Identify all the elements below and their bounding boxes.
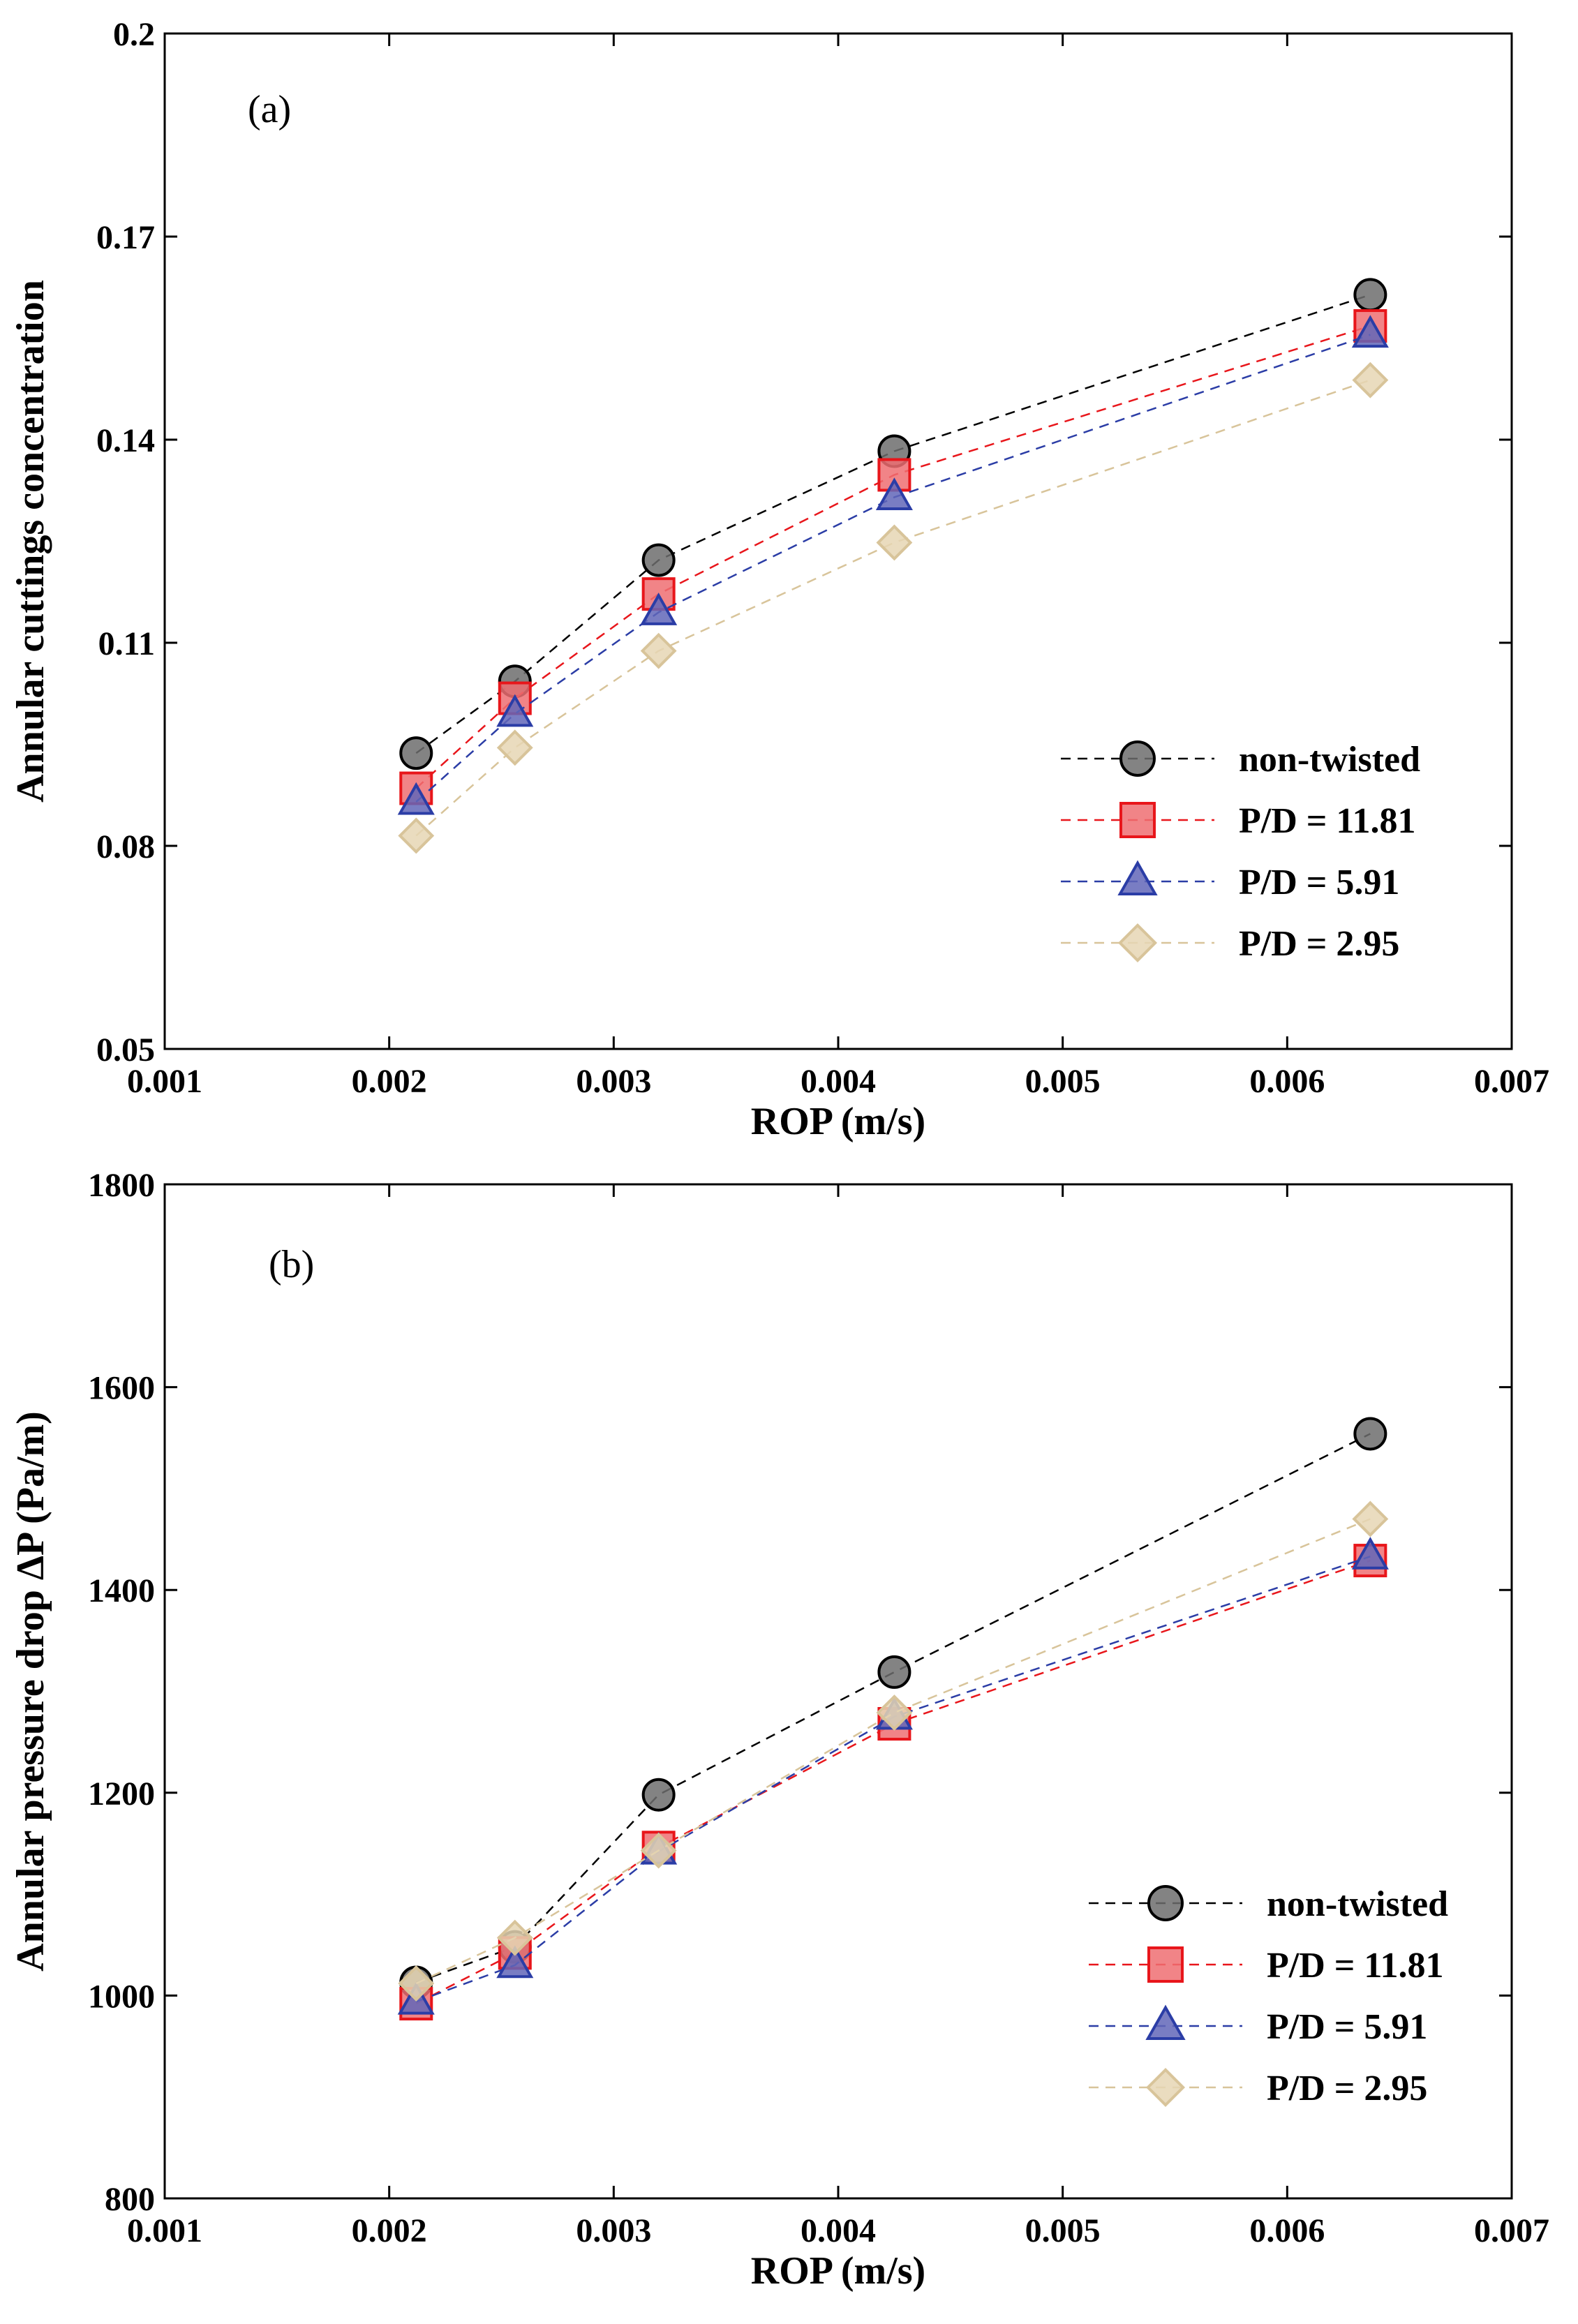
x-axis-label: ROP (m/s) xyxy=(751,2249,925,2293)
data-point xyxy=(875,477,913,510)
legend-marker xyxy=(1117,923,1158,963)
legend-marker xyxy=(1147,1946,1184,1983)
data-point xyxy=(877,1655,911,1689)
data-point xyxy=(496,1919,533,1956)
y-tick-label: 0.11 xyxy=(98,625,155,662)
series-line xyxy=(415,1433,1371,1983)
x-tick-label: 0.001 xyxy=(127,2212,202,2249)
series-line xyxy=(415,334,1371,803)
y-axis-label: Annular cuttings concentration xyxy=(9,280,52,803)
chart-b-pressure-drop: 0.001 0.002 0.003 0.004 0.005 0.006 0.007 800 10… xyxy=(9,1167,1549,2293)
legend-label: P/D = 2.95 xyxy=(1239,924,1399,964)
y-tick-label: 0.05 xyxy=(96,1031,155,1068)
legend-entry: P/D = 11.81 xyxy=(1089,1946,1444,1986)
series-circle xyxy=(399,278,1387,770)
legend-entry: P/D = 11.81 xyxy=(1061,801,1416,841)
data-point xyxy=(1351,315,1389,348)
data-point xyxy=(640,1832,677,1869)
legend-label: P/D = 5.91 xyxy=(1239,863,1399,902)
legend-marker xyxy=(1119,802,1156,838)
y-tick-label: 1400 xyxy=(88,1572,155,1609)
y-tick-label: 0.08 xyxy=(96,828,155,865)
legend-label: P/D = 2.95 xyxy=(1267,2069,1427,2108)
legend-marker xyxy=(1117,860,1158,895)
data-point xyxy=(398,817,435,854)
y-tick-label: 1000 xyxy=(88,1978,155,2015)
y-tick-label: 0.14 xyxy=(96,422,155,459)
data-point xyxy=(640,593,678,625)
y-tick-label: 1800 xyxy=(88,1167,155,1204)
data-point xyxy=(496,1945,534,1979)
data-point xyxy=(1351,1536,1389,1570)
y-tick-label: 1200 xyxy=(88,1775,155,1812)
legend-entry: P/D = 5.91 xyxy=(1089,2004,1427,2047)
legend-label: P/D = 11.81 xyxy=(1239,801,1416,841)
legend-entry: non-twisted xyxy=(1061,740,1420,780)
x-tick-label: 0.006 xyxy=(1249,2212,1325,2249)
series-diamond xyxy=(398,362,1389,854)
series-line xyxy=(415,1559,1371,2005)
data-point xyxy=(1353,1417,1387,1451)
data-point xyxy=(1353,278,1387,312)
data-point xyxy=(1352,1500,1389,1537)
y-axis-label: Annular pressure drop ΔP (Pa/m) xyxy=(9,1411,52,1972)
x-tick-label: 0.007 xyxy=(1474,1063,1549,1100)
x-tick-label: 0.003 xyxy=(576,2212,651,2249)
legend-marker xyxy=(1147,1885,1184,1921)
data-point xyxy=(641,543,676,577)
legend-entry: P/D = 5.91 xyxy=(1061,860,1399,902)
y-tick-label: 800 xyxy=(105,2181,155,2218)
x-tick-label: 0.004 xyxy=(801,1063,876,1100)
legend-label: non-twisted xyxy=(1239,740,1420,780)
y-tick-label: 0.17 xyxy=(96,219,155,256)
x-tick-label: 0.006 xyxy=(1249,1063,1325,1100)
data-point xyxy=(399,736,433,770)
data-point xyxy=(398,1965,435,2002)
x-tick-label: 0.005 xyxy=(1025,1063,1101,1100)
x-tick-label: 0.001 xyxy=(127,1063,202,1100)
legend-entry: P/D = 2.95 xyxy=(1061,923,1399,964)
legend-label: P/D = 11.81 xyxy=(1267,1946,1444,1986)
data-point xyxy=(496,694,534,727)
y-tick-label: 0.2 xyxy=(113,16,155,53)
legend-label: P/D = 5.91 xyxy=(1267,2007,1427,2047)
series-triangle xyxy=(397,315,1389,815)
series-line xyxy=(415,294,1371,754)
panel-label: (b) xyxy=(269,1243,314,1286)
data-point xyxy=(641,1778,676,1812)
data-point xyxy=(397,782,435,815)
legend-entry: P/D = 2.95 xyxy=(1089,2067,1427,2108)
series-line xyxy=(415,1556,1371,2003)
data-point xyxy=(876,1694,913,1731)
legend-entry: non-twisted xyxy=(1089,1884,1448,1924)
x-tick-label: 0.007 xyxy=(1474,2212,1549,2249)
legend-marker xyxy=(1119,740,1156,777)
series-square xyxy=(399,1544,1387,2021)
data-point xyxy=(496,729,533,766)
x-tick-label: 0.003 xyxy=(576,1063,651,1100)
x-tick-label: 0.002 xyxy=(352,2212,427,2249)
legend-label: non-twisted xyxy=(1267,1884,1448,1924)
panel-label: (a) xyxy=(248,88,291,131)
legend-marker xyxy=(1145,2004,1186,2040)
series-triangle xyxy=(397,1536,1389,2015)
x-tick-label: 0.002 xyxy=(352,1063,427,1100)
data-point xyxy=(640,632,677,669)
data-point xyxy=(876,524,913,561)
data-point xyxy=(1352,362,1389,398)
y-tick-label: 1600 xyxy=(88,1370,155,1407)
x-axis-label: ROP (m/s) xyxy=(751,1100,925,1143)
x-tick-label: 0.004 xyxy=(801,2212,876,2249)
legend-marker xyxy=(1145,2067,1186,2108)
x-tick-label: 0.005 xyxy=(1025,2212,1101,2249)
series-diamond xyxy=(398,1500,1389,2002)
chart-a-cuttings-concentration: 0.001 0.002 0.003 0.004 0.005 0.006 0.007 0.05 0… xyxy=(9,16,1549,1143)
series-line xyxy=(415,1518,1371,1985)
